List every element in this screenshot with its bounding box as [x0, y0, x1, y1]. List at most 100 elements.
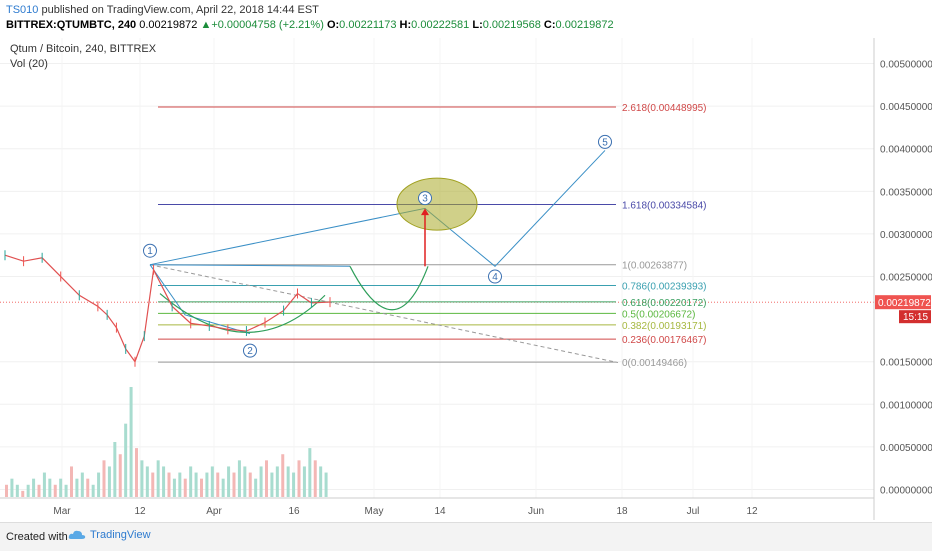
- volume-bar: [37, 484, 41, 497]
- wave-labels: 1 2 3 4 5: [143, 134, 612, 358]
- volume-bar: [118, 454, 122, 497]
- volume-bar: [308, 448, 312, 497]
- fib-level-label: 1(0.00263877): [622, 261, 687, 272]
- symbol-label: BITTREX:QTUMBTC, 240: [6, 19, 137, 31]
- x-tick-label: 12: [746, 506, 758, 517]
- fib-level-label: 0.382(0.00193171): [622, 321, 707, 332]
- last-price-badge: [875, 295, 931, 310]
- y-tick-label: 0.00450000: [880, 102, 932, 113]
- wave-label-circle: [598, 134, 612, 149]
- volume-bar: [5, 484, 8, 497]
- volume-bar: [129, 387, 133, 497]
- countdown-label: 15:15: [903, 312, 928, 323]
- volume-bar: [107, 466, 111, 497]
- y-tick-label: 0.00150000: [880, 358, 932, 369]
- volume-bar: [97, 472, 101, 497]
- low-value: 0.00219568: [482, 19, 541, 31]
- price-series: [4, 250, 331, 367]
- x-tick-label: Mar: [53, 506, 71, 517]
- volume-indicator-label: Vol (20): [10, 58, 48, 70]
- high-value: 0.00222581: [411, 19, 470, 31]
- volume-bar: [189, 466, 193, 497]
- y-tick-label: 0.00000000: [880, 485, 932, 496]
- y-tick-label: 0.00100000: [880, 400, 932, 411]
- wave-channel: [149, 264, 351, 267]
- volume-bar: [124, 423, 128, 497]
- grid: [0, 38, 874, 498]
- x-tick-label: 12: [134, 506, 146, 517]
- volume-bar: [80, 472, 84, 497]
- volume-bar: [21, 490, 25, 497]
- volume-bar: [259, 466, 263, 497]
- chart-area[interactable]: 2.618(0.00448995) 1.618(0.00334584) 1(0.00…: [0, 38, 932, 520]
- wave-label: 1: [147, 246, 153, 257]
- wave-label: 2: [247, 346, 253, 357]
- volume-bar: [156, 460, 160, 497]
- low-label: L:: [472, 19, 483, 31]
- fib-level-label: 0.618(0.00220172): [622, 298, 707, 309]
- volume-bar: [86, 478, 90, 497]
- y-tick-label: 0.00250000: [880, 273, 932, 284]
- chart-header: TS010 published on TradingView.com, Apri…: [0, 0, 932, 36]
- volume-bar: [26, 484, 30, 497]
- volume-bar: [313, 460, 317, 497]
- fib-extension: 2.618(0.00448995) 1.618(0.00334584) 1(0.00…: [158, 103, 707, 369]
- publish-line: TS010 published on TradingView.com, Apri…: [6, 4, 319, 16]
- x-tick-label: May: [365, 506, 384, 517]
- publish-info: published on TradingView.com, April 22, …: [38, 4, 319, 16]
- volume-bar: [178, 472, 182, 497]
- volume-bar: [32, 478, 36, 497]
- volume-bar: [75, 478, 79, 497]
- y-tick-label: 0.00350000: [880, 187, 932, 198]
- volume-bar: [275, 466, 279, 497]
- countdown-badge: [899, 310, 931, 324]
- plot-background: [0, 38, 874, 520]
- wave-drawings: [149, 150, 619, 364]
- volume-bar: [151, 472, 155, 497]
- volume-bar: [292, 472, 296, 497]
- y-tick-label: 0.00500000: [880, 60, 932, 71]
- wave-label: 3: [422, 194, 428, 205]
- volume-bar: [232, 472, 236, 497]
- volume-bar: [102, 460, 106, 497]
- volume-bar: [254, 478, 258, 497]
- wave-projection: [149, 150, 606, 267]
- volume-bar: [135, 448, 138, 497]
- volume-bar: [302, 466, 306, 497]
- volume-bar: [162, 466, 166, 497]
- price-chart[interactable]: 2.618(0.00448995) 1.618(0.00334584) 1(0.00…: [0, 38, 932, 520]
- volume-bars: [5, 387, 328, 497]
- x-tick-label: 18: [616, 506, 628, 517]
- volume-bar: [140, 460, 144, 497]
- y-tick-label: 0.00050000: [880, 443, 932, 454]
- chart-title: Qtum / Bitcoin, 240, BITTREX: [10, 43, 157, 55]
- tradingview-cloud-icon: [68, 530, 86, 539]
- tradingview-label: TradingView: [90, 529, 151, 541]
- volume-bar: [172, 478, 176, 497]
- volume-bar: [237, 460, 241, 497]
- x-tick-label: 16: [288, 506, 300, 517]
- price-line: [4, 254, 331, 363]
- volume-bar: [216, 472, 220, 497]
- volume-bar: [243, 466, 247, 497]
- target-arrow-head: [421, 208, 429, 216]
- volume-bar: [10, 478, 14, 497]
- fib-level-label: 0.236(0.00176467): [622, 335, 707, 346]
- fib-level-label: 0(0.00149466): [622, 358, 687, 369]
- volume-bar: [324, 472, 328, 497]
- volume-bar: [286, 466, 290, 497]
- x-tick-label: Jul: [687, 506, 700, 517]
- volume-bar: [15, 484, 19, 497]
- tradingview-brand[interactable]: TradingView: [68, 529, 151, 541]
- wave-label-circle: [243, 343, 257, 358]
- volume-bar: [194, 472, 198, 497]
- x-axis[interactable]: Mar 12 Apr 16 May 14 Jun 18 Jul 12: [53, 506, 758, 517]
- volume-bar: [70, 466, 73, 497]
- y-axis[interactable]: 0.00500000 0.00450000 0.00400000 0.00350000…: [875, 60, 932, 497]
- volume-bar: [227, 466, 231, 497]
- target-ellipse: [396, 177, 478, 231]
- volume-bar: [265, 460, 268, 497]
- volume-bar: [167, 472, 171, 497]
- author-link[interactable]: TS010: [6, 4, 39, 16]
- handle-arc: [349, 266, 429, 311]
